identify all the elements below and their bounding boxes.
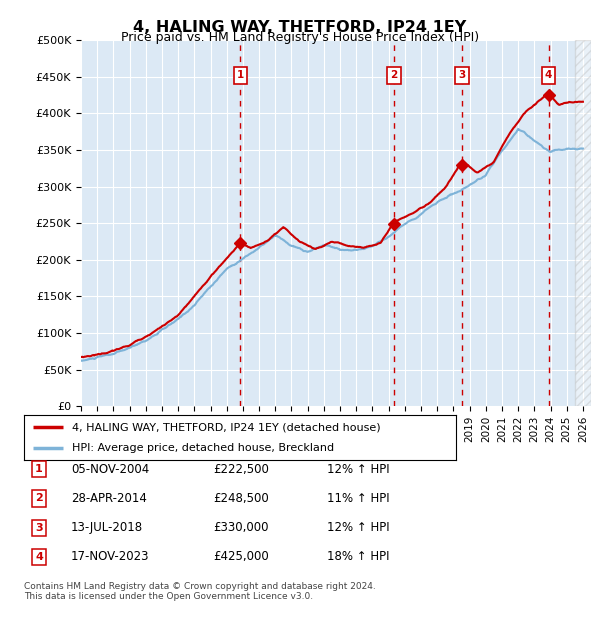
Text: Price paid vs. HM Land Registry's House Price Index (HPI): Price paid vs. HM Land Registry's House … <box>121 31 479 44</box>
Text: HPI: Average price, detached house, Breckland: HPI: Average price, detached house, Brec… <box>71 443 334 453</box>
Text: 4, HALING WAY, THETFORD, IP24 1EY: 4, HALING WAY, THETFORD, IP24 1EY <box>133 20 467 35</box>
Text: 4: 4 <box>35 552 43 562</box>
Text: 2: 2 <box>391 71 398 81</box>
Text: 17-NOV-2023: 17-NOV-2023 <box>71 551 149 563</box>
Text: £248,500: £248,500 <box>213 492 269 505</box>
Text: 11% ↑ HPI: 11% ↑ HPI <box>327 492 389 505</box>
Text: 18% ↑ HPI: 18% ↑ HPI <box>327 551 389 563</box>
Text: 28-APR-2014: 28-APR-2014 <box>71 492 146 505</box>
Text: 1: 1 <box>237 71 244 81</box>
Text: 1: 1 <box>35 464 43 474</box>
Text: 12% ↑ HPI: 12% ↑ HPI <box>327 463 389 476</box>
Text: £222,500: £222,500 <box>213 463 269 476</box>
Text: £330,000: £330,000 <box>213 521 269 534</box>
Text: 12% ↑ HPI: 12% ↑ HPI <box>327 521 389 534</box>
Text: 3: 3 <box>35 523 43 533</box>
Text: 05-NOV-2004: 05-NOV-2004 <box>71 463 149 476</box>
Text: 4, HALING WAY, THETFORD, IP24 1EY (detached house): 4, HALING WAY, THETFORD, IP24 1EY (detac… <box>71 422 380 433</box>
Text: 4: 4 <box>545 71 552 81</box>
Text: 13-JUL-2018: 13-JUL-2018 <box>71 521 143 534</box>
Text: Contains HM Land Registry data © Crown copyright and database right 2024.
This d: Contains HM Land Registry data © Crown c… <box>24 582 376 601</box>
Text: £425,000: £425,000 <box>213 551 269 563</box>
Text: 3: 3 <box>458 71 466 81</box>
Text: 2: 2 <box>35 494 43 503</box>
Bar <box>575 40 591 406</box>
